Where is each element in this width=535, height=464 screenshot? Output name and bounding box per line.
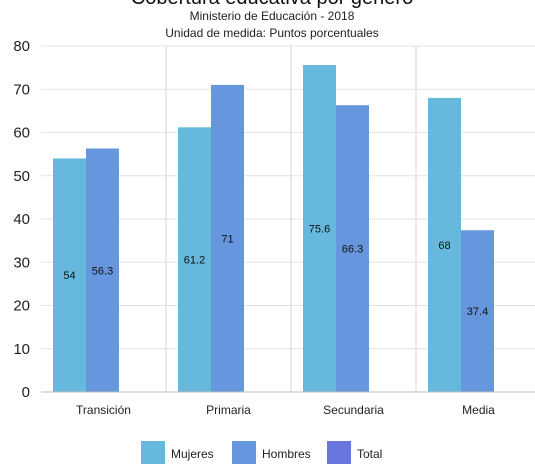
bar-mujeres[interactable]: [303, 65, 336, 392]
legend-item-mujeres[interactable]: Mujeres: [141, 441, 214, 464]
chart-title: Cobertura educativa por género: [131, 0, 413, 9]
y-tick-label: 20: [13, 298, 30, 315]
bar-mujeres[interactable]: [428, 97, 461, 393]
y-tick-label: 60: [13, 125, 30, 142]
y-tick-label: 30: [13, 254, 30, 271]
data-label: 54: [63, 270, 75, 282]
y-tick-label: 10: [13, 341, 30, 358]
chart-subtitle-source: Ministerio de Educación - 2018: [190, 9, 355, 23]
legend-label: Mujeres: [171, 447, 214, 461]
axes: 0 10 20 30 40 50 60 70 80 Transición Primaria Secun…: [13, 38, 535, 417]
y-tick-label: 40: [13, 211, 30, 228]
bars: [53, 65, 494, 393]
bar-hombres[interactable]: [211, 84, 244, 393]
legend-item-total[interactable]: Total: [327, 441, 382, 464]
data-label: 75.6: [309, 224, 330, 236]
legend-swatch: [141, 441, 165, 464]
grid: [41, 45, 535, 392]
bar-mujeres[interactable]: [53, 158, 86, 392]
x-tick-label: Transición: [76, 403, 131, 417]
data-label: 71: [221, 233, 233, 245]
data-labels: 54 56.3 61.2 71 75.6 66.3 68 37.4: [63, 224, 488, 319]
legend-swatch: [327, 441, 351, 464]
data-label: 56.3: [92, 265, 113, 277]
data-label: 68: [438, 240, 450, 252]
y-tick-label: 0: [22, 384, 30, 401]
x-tick-label: Media: [462, 403, 495, 417]
bar-mujeres[interactable]: [178, 127, 211, 392]
legend-label: Hombres: [262, 447, 311, 461]
legend-label: Total: [357, 447, 382, 461]
bar-hombres[interactable]: [336, 105, 369, 392]
y-tick-label: 70: [13, 81, 30, 98]
legend-swatch: [232, 441, 256, 464]
legend-item-hombres[interactable]: Hombres: [232, 441, 311, 464]
x-tick-label: Secundaria: [323, 403, 384, 417]
data-label: 66.3: [342, 244, 363, 256]
data-label: 61.2: [184, 255, 205, 267]
bar-hombres[interactable]: [86, 148, 119, 392]
bar-hombres[interactable]: [461, 230, 494, 392]
data-label: 37.4: [467, 306, 488, 318]
legend[interactable]: Mujeres Hombres Total: [141, 441, 382, 464]
y-tick-label: 50: [13, 168, 30, 185]
x-tick-label: Primaria: [206, 403, 251, 417]
y-tick-label: 80: [13, 38, 30, 55]
chart-subtitle-unit: Unidad de medida: Puntos porcentuales: [165, 26, 378, 40]
